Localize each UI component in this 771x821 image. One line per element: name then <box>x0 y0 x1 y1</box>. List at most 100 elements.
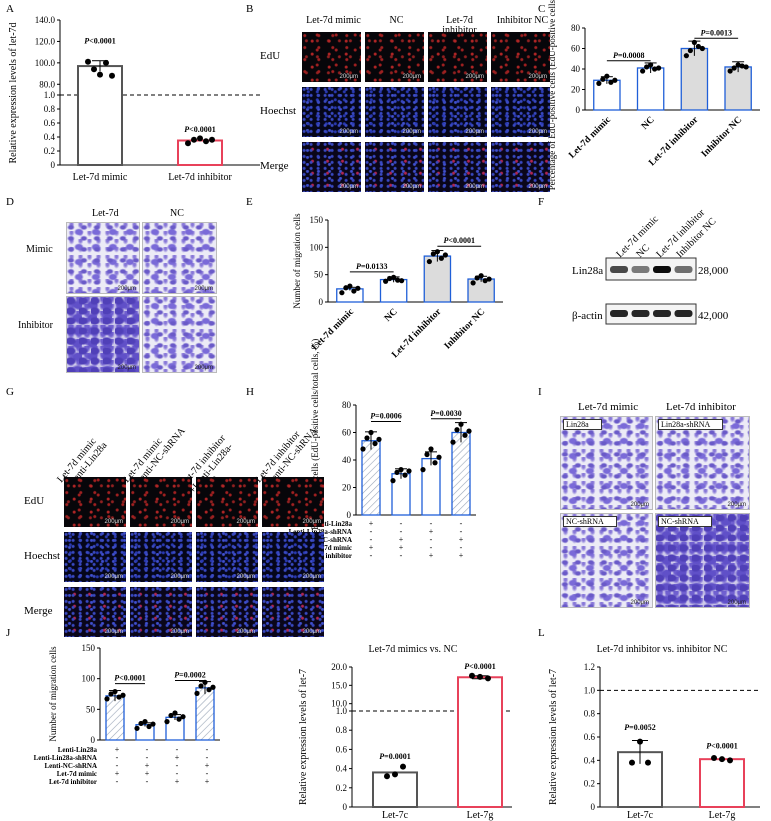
p-letter: P <box>174 671 179 680</box>
micrograph-edu: 200μm <box>262 477 324 527</box>
data-point <box>120 692 126 698</box>
design-row-label: Lenti-NC-shRNA <box>45 762 98 770</box>
p-value: P<0.0001 <box>184 125 215 134</box>
design-row-label: Lenti-Lin28a <box>58 746 98 754</box>
data-point <box>600 76 606 82</box>
y-tick-label: 150 <box>310 215 324 225</box>
row-label: Hoechst <box>24 550 61 562</box>
design-cell: + <box>145 769 150 778</box>
data-point <box>477 673 483 680</box>
data-point <box>202 679 208 685</box>
design-row-label: Let-7d mimic <box>312 544 352 552</box>
scale-bar: 200μm <box>402 184 421 190</box>
design-cell: + <box>205 777 210 786</box>
blot-frame <box>605 303 697 325</box>
design-cell: - <box>116 777 119 786</box>
category-label: NC <box>383 307 400 324</box>
blot-band <box>653 266 671 273</box>
p-rest: =0.0013 <box>705 28 732 37</box>
scale-bar: 200μm <box>302 574 321 580</box>
panel-letter-f: F <box>538 196 544 208</box>
data-point <box>104 696 110 702</box>
data-point <box>390 478 396 484</box>
scale-bar: 200μm <box>236 574 255 580</box>
p-value: P<0.0001 <box>706 742 737 751</box>
data-point <box>687 47 693 54</box>
panel-l-chart: Let-7d inhibitor vs. inhibitor NC 0 0.2 0.4… <box>548 644 760 821</box>
data-point <box>384 773 390 780</box>
data-point <box>164 719 170 725</box>
data-point <box>372 440 378 447</box>
blot-band <box>674 310 693 317</box>
data-point <box>470 280 476 286</box>
data-point <box>112 688 118 695</box>
bar <box>699 758 745 809</box>
y-tick-label: 50 <box>86 704 96 714</box>
design-cell: - <box>430 535 433 544</box>
data-point <box>209 136 215 143</box>
category-label: Let-7d inhibitor <box>168 172 232 183</box>
panel-k-chart: Let-7d mimics vs. NC 10.0 15.0 20.0 0 0.2 0.4 0… <box>298 644 512 821</box>
y-tick-label: 0 <box>319 297 324 307</box>
bar <box>105 695 125 741</box>
row-label: EdU <box>24 495 45 507</box>
design-cell: - <box>176 761 179 770</box>
scale-bar: 200μm <box>170 574 189 580</box>
data-point <box>450 439 456 445</box>
scale-bar: 200μm <box>528 74 547 80</box>
design-cell: - <box>460 519 463 528</box>
data-point <box>699 45 705 52</box>
data-point <box>644 64 650 70</box>
y-tick-label: 0 <box>343 802 348 812</box>
data-point <box>103 59 109 66</box>
p-letter: P <box>84 37 89 46</box>
p-letter: P <box>184 125 189 134</box>
data-point <box>383 278 389 284</box>
panel-letter-i: I <box>538 386 542 398</box>
p-rest: <0.0001 <box>469 662 496 671</box>
design-cell: - <box>460 543 463 552</box>
p-value: P=0.0008 <box>613 51 644 60</box>
y-tick-label: 0.2 <box>44 146 55 156</box>
micrograph-hoechst: 200μm <box>130 532 192 582</box>
scale-bar: 200μm <box>170 629 189 635</box>
panel-j-design: Lenti-Lin28a + - - -Lenti-Lin28a-shRNA - - + -Le… <box>34 745 210 786</box>
data-point <box>108 691 114 697</box>
data-point <box>645 759 651 766</box>
data-point <box>351 288 357 294</box>
data-point <box>368 429 374 436</box>
data-point <box>172 710 178 716</box>
design-cell: - <box>206 753 209 762</box>
micrograph-edu: 200μm <box>302 32 361 82</box>
y-tick-label: 40 <box>571 64 581 74</box>
p-value: P=0.0013 <box>701 28 732 37</box>
data-point <box>176 716 182 722</box>
data-point <box>400 763 406 770</box>
scale-bar: 200μm <box>104 574 123 580</box>
design-cell: - <box>370 527 373 536</box>
scale-bar: 200μm <box>236 519 255 525</box>
p-rest: <0.0001 <box>89 37 116 46</box>
data-point <box>731 65 737 71</box>
data-point <box>180 714 186 720</box>
scale-bar: 200μm <box>402 74 421 80</box>
category-label: Let-7d mimic <box>567 115 613 161</box>
data-point <box>395 277 401 283</box>
p-letter: P <box>444 236 449 245</box>
panel-j-chart: 0 50 100 150 Number of migration cells <box>48 643 220 745</box>
p-letter: P <box>114 674 119 683</box>
design-cell: - <box>146 753 149 762</box>
panel-letter-g: G <box>6 386 14 398</box>
p-rest: =0.0008 <box>618 51 645 60</box>
data-point <box>185 140 191 147</box>
design-cell: + <box>429 551 434 560</box>
micrograph-hoechst: 200μm <box>262 532 324 582</box>
design-cell: - <box>430 519 433 528</box>
micrograph-hoechst: 200μm <box>491 87 550 137</box>
data-point <box>109 72 115 79</box>
blot-band <box>674 266 693 273</box>
transwell-inhibitor-let7d: 200μm <box>66 296 140 373</box>
bar <box>680 47 709 111</box>
